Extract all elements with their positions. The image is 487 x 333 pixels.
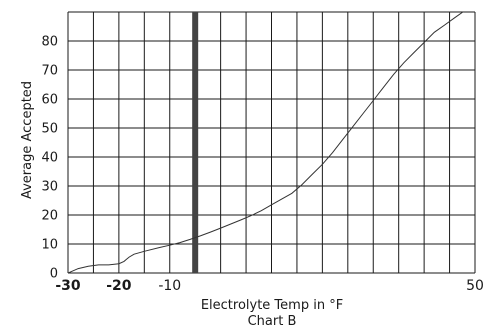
x-tick-label: -20: [106, 278, 132, 294]
highlight-bar: [192, 12, 199, 273]
y-tick-label: 0: [50, 267, 58, 282]
y-tick-label: 30: [41, 180, 58, 195]
x-axis-title: Electrolyte Temp in °F: [201, 298, 343, 313]
x-tick-label: -30: [55, 278, 81, 294]
y-axis-title: Average Accepted: [20, 81, 35, 199]
x-tick-label: 50: [466, 278, 484, 294]
y-tick-label: 50: [41, 122, 58, 137]
series-layer: [68, 12, 464, 273]
y-tick-label: 40: [41, 151, 58, 166]
y-tick-label: 60: [41, 93, 58, 108]
y-tick-labels: 0 10 20 30 40 50 60 70 80: [41, 35, 58, 282]
highlight-marker: [192, 12, 199, 273]
grid: [67, 11, 476, 274]
x-tick-labels: -30 -20 -10 50: [55, 278, 484, 294]
y-tick-label: 10: [41, 238, 58, 253]
y-tick-label: 80: [41, 35, 58, 50]
y-tick-label: 70: [41, 64, 58, 79]
series-line: [68, 12, 464, 273]
chart-caption: Chart B: [248, 314, 297, 329]
x-tick-label: -10: [158, 278, 181, 294]
y-tick-label: 20: [41, 209, 58, 224]
